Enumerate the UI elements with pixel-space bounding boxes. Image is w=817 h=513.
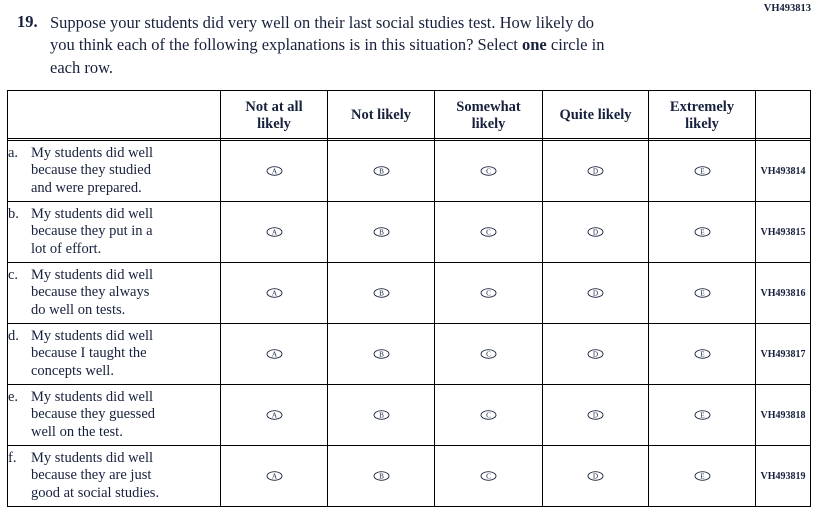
- svg-text:A: A: [271, 228, 277, 236]
- svg-text:D: D: [593, 228, 598, 236]
- svg-text:A: A: [271, 472, 277, 480]
- svg-text:B: B: [379, 289, 384, 297]
- svg-text:E: E: [700, 228, 705, 236]
- svg-text:B: B: [379, 350, 384, 358]
- svg-text:A: A: [271, 289, 277, 297]
- svg-text:D: D: [593, 289, 598, 297]
- svg-text:D: D: [593, 167, 598, 175]
- svg-text:C: C: [486, 228, 491, 236]
- svg-text:C: C: [486, 167, 491, 175]
- svg-text:C: C: [486, 411, 491, 419]
- svg-text:E: E: [700, 411, 705, 419]
- svg-text:B: B: [379, 167, 384, 175]
- svg-text:A: A: [271, 350, 277, 358]
- svg-text:B: B: [379, 411, 384, 419]
- svg-text:D: D: [593, 350, 598, 358]
- svg-text:E: E: [700, 350, 705, 358]
- svg-text:D: D: [593, 411, 598, 419]
- svg-text:A: A: [271, 411, 277, 419]
- svg-text:C: C: [486, 289, 491, 297]
- svg-text:D: D: [593, 472, 598, 480]
- svg-text:C: C: [486, 350, 491, 358]
- svg-text:B: B: [379, 228, 384, 236]
- svg-text:A: A: [271, 167, 277, 175]
- svg-text:B: B: [379, 472, 384, 480]
- svg-text:E: E: [700, 289, 705, 297]
- svg-text:E: E: [700, 472, 705, 480]
- svg-text:E: E: [700, 167, 705, 175]
- svg-text:C: C: [486, 472, 491, 480]
